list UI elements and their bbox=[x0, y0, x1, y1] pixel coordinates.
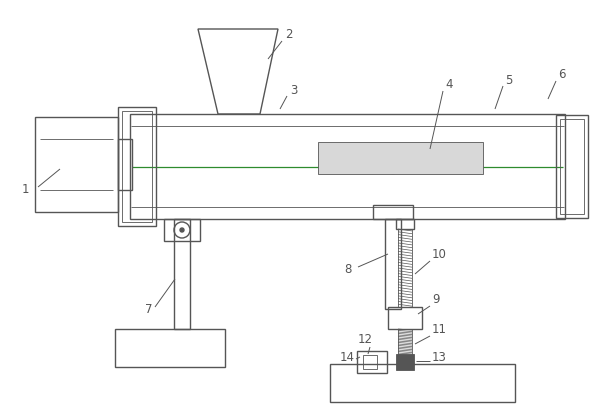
Bar bbox=[385, 219, 401, 309]
Text: 7: 7 bbox=[145, 303, 152, 316]
Text: 11: 11 bbox=[432, 323, 447, 336]
Bar bbox=[396, 354, 414, 370]
Text: 1: 1 bbox=[22, 183, 29, 196]
Bar bbox=[398, 230, 412, 307]
Bar bbox=[398, 329, 412, 359]
Circle shape bbox=[180, 228, 184, 233]
Text: 2: 2 bbox=[285, 28, 293, 41]
Bar bbox=[396, 219, 414, 230]
Bar bbox=[330, 364, 515, 402]
Bar bbox=[35, 118, 118, 212]
Bar bbox=[556, 116, 588, 218]
Bar bbox=[118, 140, 132, 190]
Text: 6: 6 bbox=[558, 68, 566, 81]
Bar bbox=[115, 329, 225, 367]
Text: 12: 12 bbox=[358, 333, 373, 346]
Bar bbox=[560, 120, 584, 214]
Text: 3: 3 bbox=[290, 83, 298, 96]
Bar bbox=[373, 206, 413, 219]
Text: 13: 13 bbox=[432, 351, 447, 363]
Circle shape bbox=[391, 165, 395, 169]
Text: 10: 10 bbox=[432, 248, 447, 261]
Text: 14: 14 bbox=[340, 351, 355, 363]
Bar bbox=[118, 108, 156, 226]
Bar bbox=[318, 142, 483, 175]
Bar bbox=[164, 219, 200, 242]
Bar bbox=[174, 219, 190, 329]
Bar bbox=[388, 307, 422, 329]
Text: 9: 9 bbox=[432, 293, 439, 306]
Bar bbox=[130, 115, 565, 219]
Text: 8: 8 bbox=[344, 263, 352, 276]
Text: 5: 5 bbox=[505, 74, 512, 86]
Bar bbox=[363, 355, 377, 369]
Bar bbox=[122, 112, 152, 223]
Bar bbox=[357, 351, 387, 373]
Text: 4: 4 bbox=[445, 78, 452, 91]
